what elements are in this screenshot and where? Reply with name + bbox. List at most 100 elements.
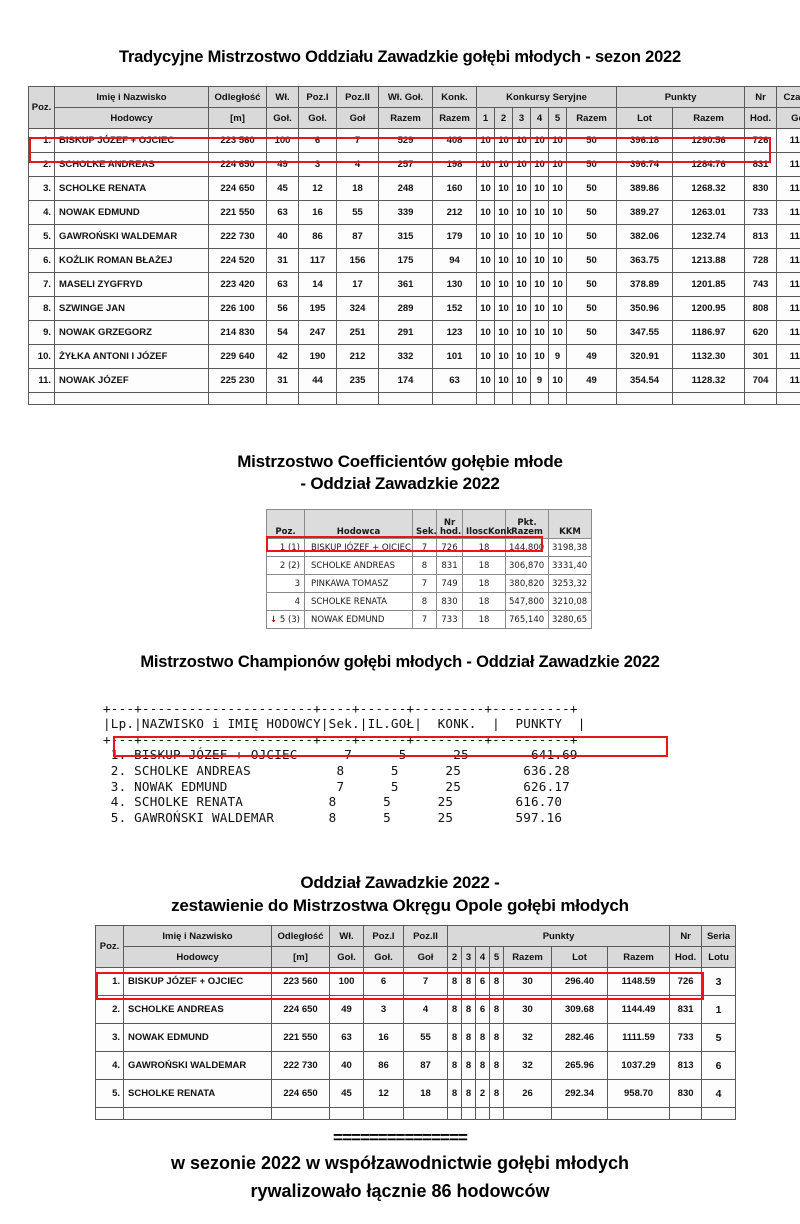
cell-name: SCHOLKE ANDREAS <box>123 995 272 1024</box>
th-s-razem: Razem <box>503 946 552 968</box>
table-row[interactable]: 5. SCHOLKE RENATA 224 650 45 12 18 8 8 2 8 26 292.3… <box>95 1079 737 1108</box>
th-unit-m: [m] <box>271 946 330 968</box>
cell-razem: 1268.32 <box>672 176 746 201</box>
table-row-blank <box>28 392 800 405</box>
table-row[interactable]: 3. NOWAK EDMUND 221 550 63 16 55 8 8 8 8 32 282.46 1… <box>95 1023 737 1052</box>
cell-czas: 11:37:03 <box>776 368 800 393</box>
table-row[interactable]: ↓ 5 (3) NOWAK EDMUND 7 733 18 765,140 3280,65 <box>266 610 592 629</box>
cell-wlgol: 174 <box>378 368 433 393</box>
cell-wl: 49 <box>329 995 364 1024</box>
table-row[interactable]: 1 (1) BISKUP JÓZEF + OJCIEC 7 726 18 144,800 3… <box>266 538 592 557</box>
cell-blank <box>378 392 433 405</box>
th-gol-2: Goł. <box>298 107 337 129</box>
cell-wl: 63 <box>329 1023 364 1052</box>
table-row[interactable]: 1. BISKUP JÓZEF + OJCIEC 223 560 100 6 7 529 40… <box>28 128 800 153</box>
table-row[interactable]: 6. KOŹLIK ROMAN BŁAŻEJ 224 520 31 117 156 175 9… <box>28 248 800 273</box>
header-row-2: Hodowcy [m] Goł. Goł. Goł 2 3 4 5 Razem … <box>96 946 737 968</box>
cell-lot: 389.86 <box>616 176 674 201</box>
table-row-blank <box>95 1107 737 1120</box>
cell-name: KOŹLIK ROMAN BŁAŻEJ <box>54 248 209 273</box>
header-row-1: Poz. Imię i Nazwisko Odległość Wł. Poz.I… <box>28 86 800 129</box>
table-row[interactable]: 3. SCHOLKE RENATA 224 650 45 12 18 248 160 10 10 1… <box>28 176 800 201</box>
th-s2: 2 <box>447 946 462 968</box>
cell-konk: 152 <box>432 296 477 321</box>
cell-poz: 4 <box>266 592 305 611</box>
cell-poz1: 44 <box>298 368 337 393</box>
th-lotu: Lotu <box>701 946 737 968</box>
table-row[interactable]: 2. SCHOLKE ANDREAS 224 650 49 3 4 257 198 10 10 10… <box>28 152 800 177</box>
th-poz: Poz. <box>95 925 124 968</box>
table-row[interactable]: 3 PINKAWA TOMASZ 7 749 18 380,820 3253,32 <box>266 574 592 593</box>
cell-nrhod: 813 <box>669 1051 703 1080</box>
cell-poz: 2. <box>95 995 124 1024</box>
cell-nrhod: 830 <box>436 592 463 611</box>
table-row[interactable]: 2 (2) SCHOLKE ANDREAS 8 831 18 306,870 3331,40 <box>266 556 592 575</box>
cell-blank <box>363 1107 404 1120</box>
table-row[interactable]: 10. ŻYŁKA ANTONI I JÓZEF 229 640 42 190 212 33… <box>28 344 800 369</box>
th-s1: 1 <box>476 107 495 129</box>
cell-s2: 10 <box>494 296 513 321</box>
cell-s3: 10 <box>512 272 531 297</box>
cell-czas: 11:33:51 <box>776 176 800 201</box>
cell-s2: 10 <box>494 128 513 153</box>
table-row[interactable]: 4 SCHOLKE RENATA 8 830 18 547,800 3210,08 <box>266 592 592 611</box>
th-nr: Nr <box>669 925 703 947</box>
ascii-row-5: 5. GAWROŃSKI WALDEMAR 8 5 25 597.16 <box>103 809 563 825</box>
cell-lot: 378.89 <box>616 272 674 297</box>
th-poz: Poz. <box>28 86 55 129</box>
th-s2: 2 <box>494 107 513 129</box>
cell-poz2: 235 <box>336 368 379 393</box>
table-row[interactable]: 9. NOWAK GRZEGORZ 214 830 54 247 251 291 123 10 1… <box>28 320 800 345</box>
cell-s4: 2 <box>475 1079 490 1108</box>
table-row[interactable]: 7. MASELI ZYGFRYD 223 420 63 14 17 361 130 10 10 1… <box>28 272 800 297</box>
cell-blank <box>548 392 567 405</box>
cell-nrhod: 749 <box>436 574 463 593</box>
cell-s5: 10 <box>548 248 567 273</box>
table-row[interactable]: 11. NOWAK JÓZEF 225 230 31 44 235 174 63 10 10 10 9… <box>28 368 800 393</box>
th-name: Imię i Nazwisko <box>54 86 209 108</box>
cell-wl: 100 <box>329 967 364 996</box>
cell-seria: 1 <box>701 995 737 1024</box>
cell-blank <box>669 1107 703 1120</box>
cell-wl: 56 <box>266 296 299 321</box>
cell-wl: 100 <box>266 128 299 153</box>
cell-wl: 45 <box>329 1079 364 1108</box>
th-gol-3: Goł <box>336 107 379 129</box>
cell-poz1: 86 <box>298 224 337 249</box>
cell-s2: 8 <box>447 1079 462 1108</box>
cell-odl: 224 650 <box>208 152 267 177</box>
ascii-row-2: 2. SCHOLKE ANDREAS 8 5 25 636.28 <box>103 762 570 778</box>
cell-ilosc: 18 <box>462 592 506 611</box>
table-row[interactable]: 5. GAWROŃSKI WALDEMAR 222 730 40 86 87 315 179 1… <box>28 224 800 249</box>
th-distance: Odległość <box>271 925 330 947</box>
cell-hodowca: SCHOLKE RENATA <box>304 592 413 611</box>
cell-czas: 11:33:58 <box>776 248 800 273</box>
th-wl: Wł. <box>329 925 364 947</box>
cell-pkt: 380,820 <box>505 574 549 593</box>
table-row[interactable]: 4. NOWAK EDMUND 221 550 63 16 55 339 212 10 10 10 1… <box>28 200 800 225</box>
table-row[interactable]: 1. BISKUP JÓZEF + OJCIEC 223 560 100 6 7 8 8 6 8 3… <box>95 967 737 996</box>
th-s4: 4 <box>475 946 490 968</box>
ascii-row-3: 3. NOWAK EDMUND 7 5 25 626.17 <box>103 778 570 794</box>
cell-s3: 8 <box>461 1079 476 1108</box>
cell-s5: 8 <box>489 995 504 1024</box>
cell-odl: 229 640 <box>208 344 267 369</box>
table-row[interactable]: 2. SCHOLKE ANDREAS 224 650 49 3 4 8 8 6 8 30 309.68… <box>95 995 737 1024</box>
table-row[interactable]: 8. SZWINGE JAN 226 100 56 195 324 289 152 10 10 10… <box>28 296 800 321</box>
cell-blank <box>403 1107 448 1120</box>
table-row[interactable]: 4. GAWROŃSKI WALDEMAR 222 730 40 86 87 8 8 8 8 32 2… <box>95 1051 737 1080</box>
section2-title-line2: - Oddział Zawadzkie 2022 <box>300 474 500 493</box>
cell-srazem: 50 <box>565 296 618 321</box>
cell-blank <box>744 392 778 405</box>
cell-s2: 8 <box>447 995 462 1024</box>
cell-srazem: 30 <box>503 995 552 1024</box>
cell-s3: 10 <box>512 176 531 201</box>
section2-table-head: Poz. Hodowca Sek. Nr hod. IloscKonk Pkt. R… <box>266 509 592 539</box>
section4-title-line2: zestawienie do Mistrzostwa Okręgu Opole … <box>171 896 629 915</box>
cell-lot: 396.18 <box>616 128 674 153</box>
th-hod: Hod. <box>669 946 703 968</box>
cell-lot: 309.68 <box>551 995 608 1024</box>
cell-odl: 222 730 <box>271 1051 330 1080</box>
cell-s5: 10 <box>548 152 567 177</box>
